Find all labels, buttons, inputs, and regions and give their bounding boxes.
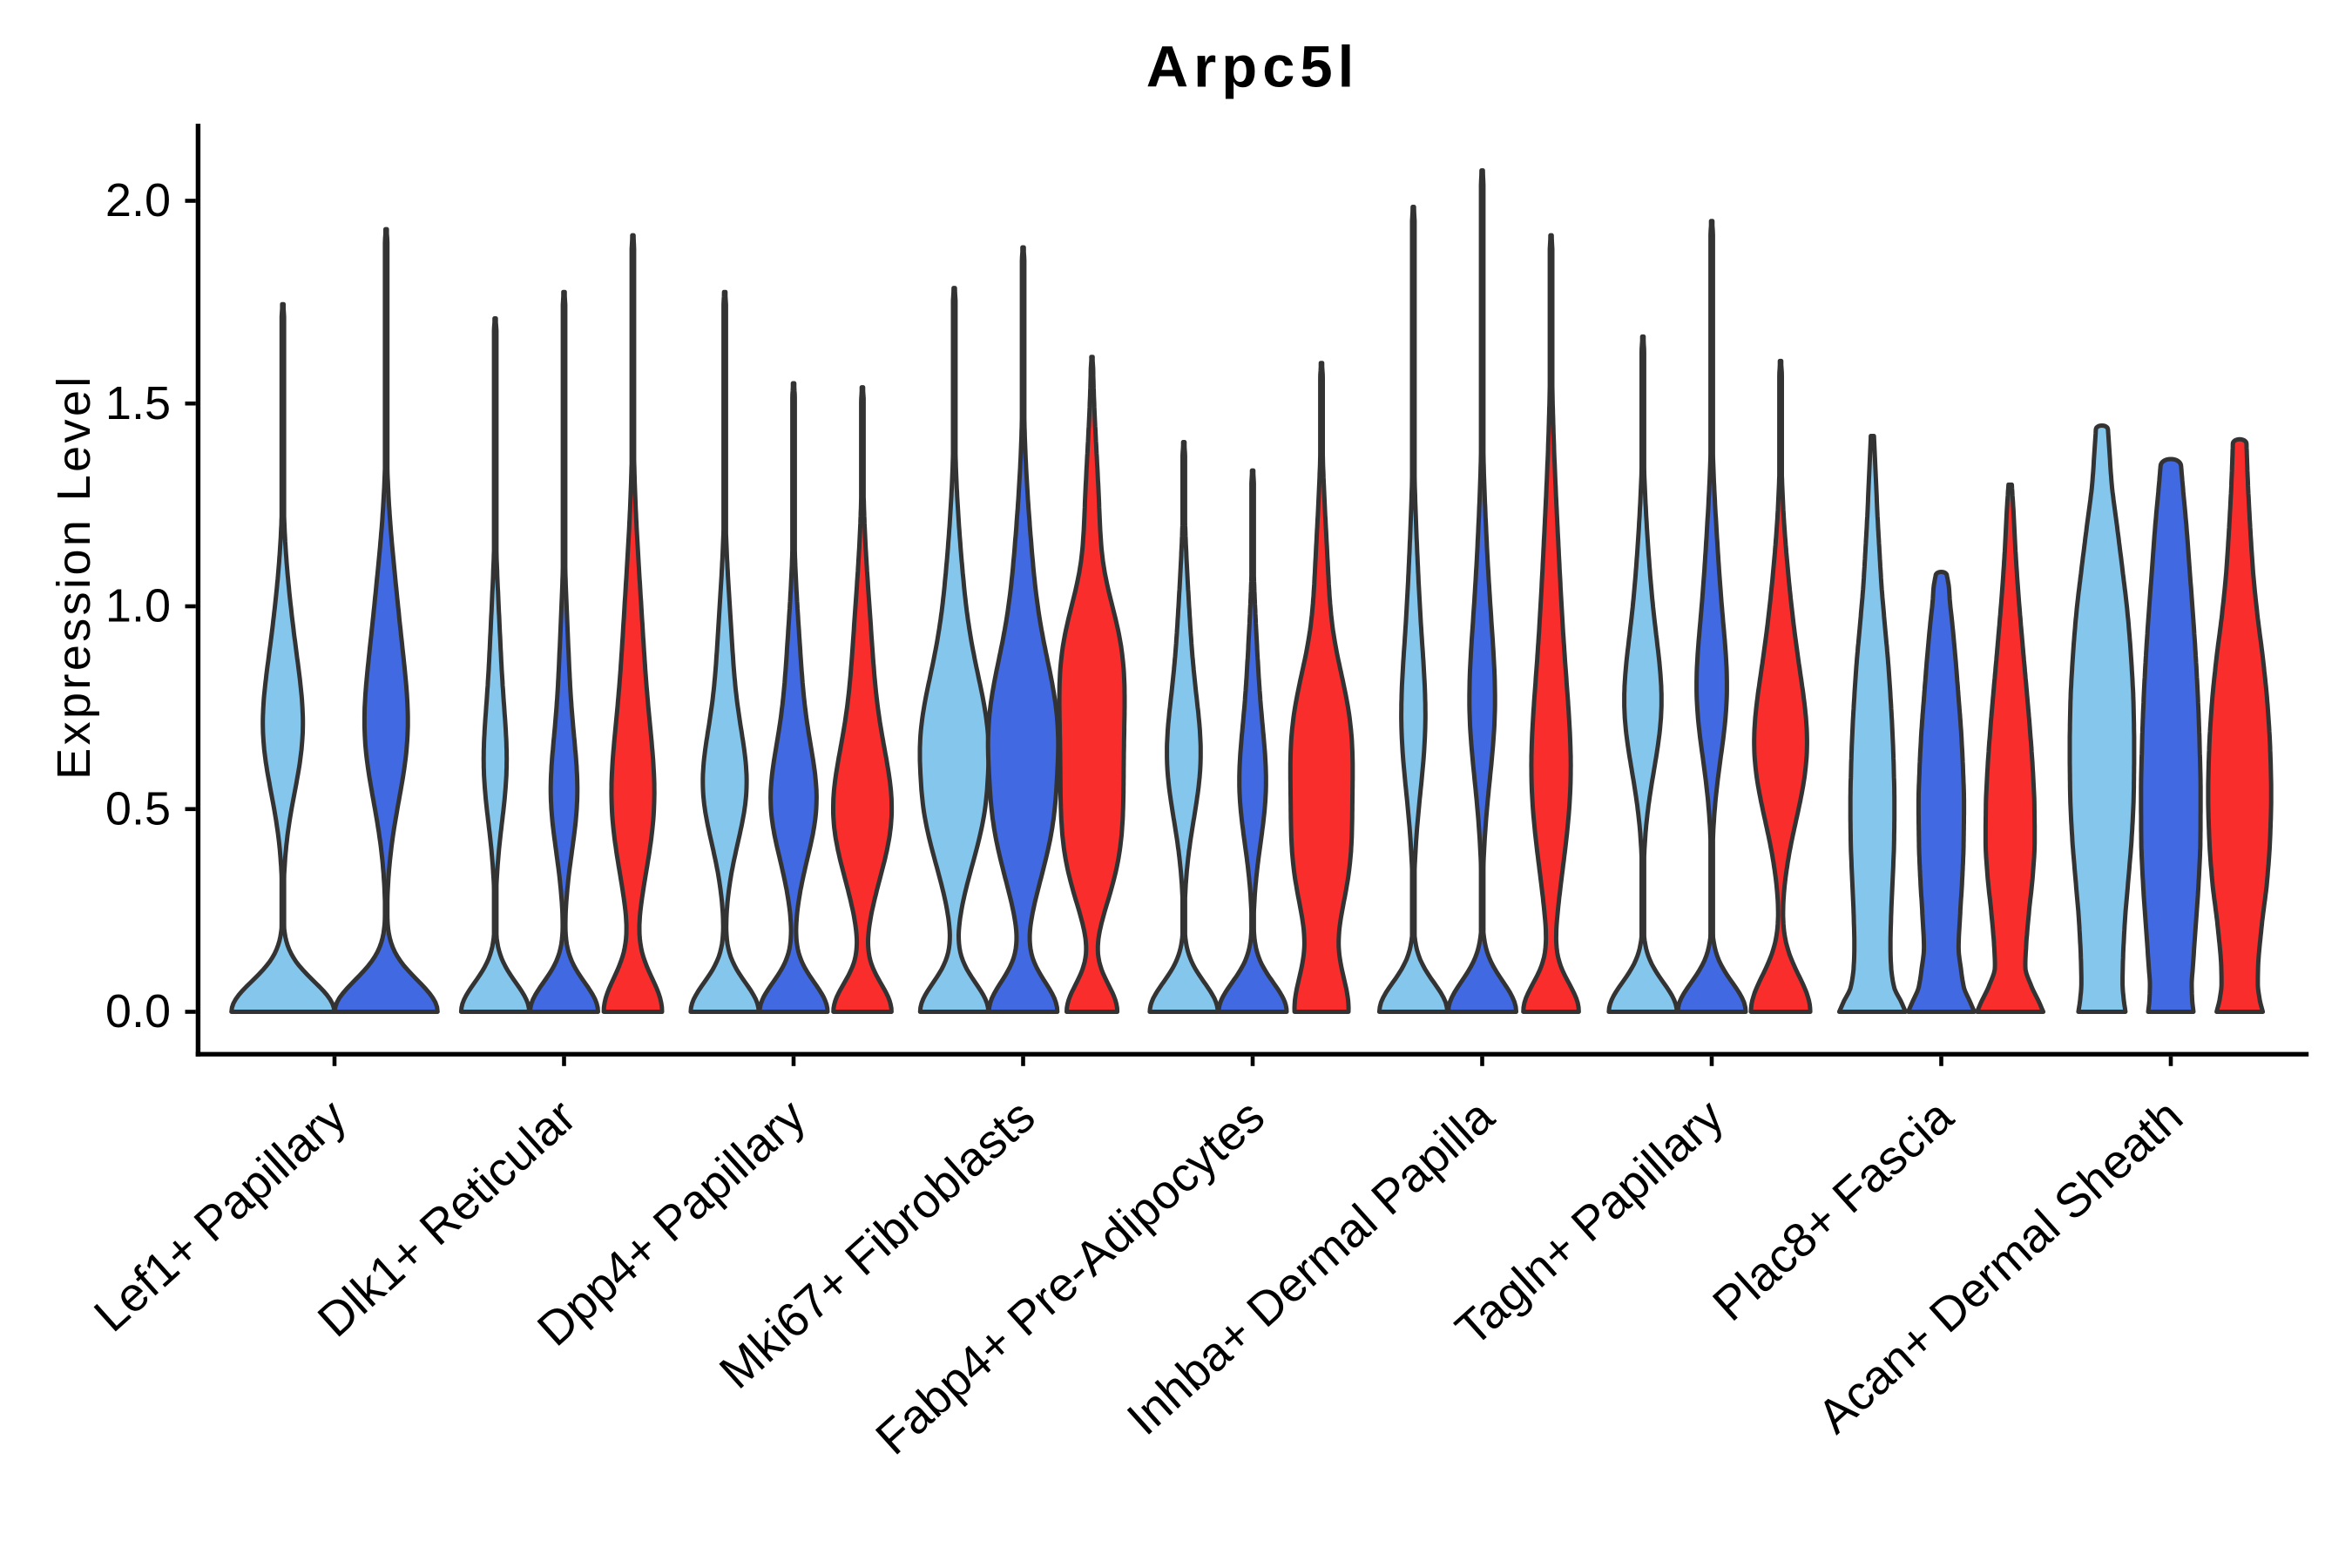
svg-text:Inhba+ Dermal Papilla: Inhba+ Dermal Papilla bbox=[1117, 1089, 1504, 1445]
svg-text:Arpc5l: Arpc5l bbox=[1146, 35, 1360, 100]
svg-text:Fabp4+ Pre-Adipocytes: Fabp4+ Pre-Adipocytes bbox=[865, 1089, 1274, 1465]
svg-text:Plac8+ Fascia: Plac8+ Fascia bbox=[1702, 1089, 1963, 1332]
svg-text:1.5: 1.5 bbox=[105, 377, 171, 429]
svg-text:0.5: 0.5 bbox=[105, 783, 171, 835]
svg-text:2.0: 2.0 bbox=[105, 174, 171, 226]
svg-text:0.0: 0.0 bbox=[105, 985, 171, 1037]
svg-text:Expression Level: Expression Level bbox=[48, 374, 100, 780]
svg-text:Acan+ Dermal Sheath: Acan+ Dermal Sheath bbox=[1808, 1089, 2193, 1443]
svg-text:1.0: 1.0 bbox=[105, 580, 171, 632]
